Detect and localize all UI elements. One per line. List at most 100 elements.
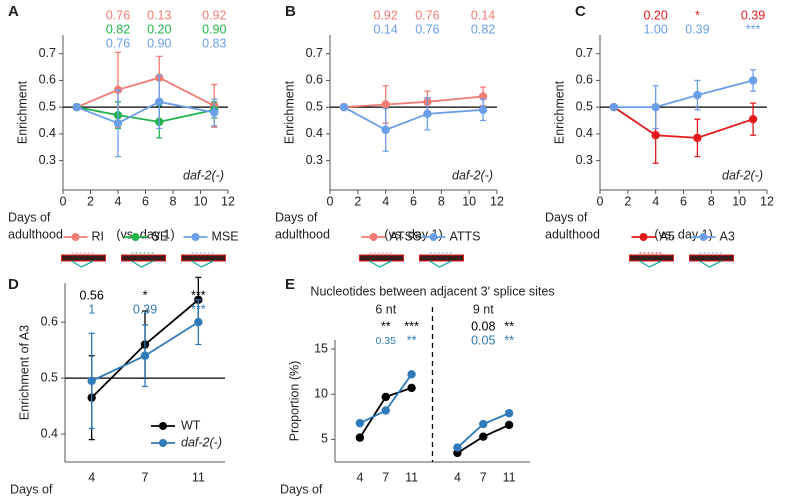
series-line	[76, 100, 215, 125]
splice-icon	[359, 254, 404, 262]
p-value-label: 0.39	[685, 22, 709, 36]
x-tick-label: 12	[760, 194, 774, 208]
splice-icon	[191, 260, 214, 268]
legend-label: MSE	[212, 229, 239, 243]
p-value-label: 0.56	[79, 288, 103, 302]
x-tick-label: 6	[680, 194, 687, 208]
p-value-label: 0.76	[415, 8, 439, 22]
legend-marker	[191, 233, 200, 241]
x-axis-label: adulthood	[275, 227, 330, 241]
x-tick-label: 6	[410, 194, 417, 208]
panel-label: B	[285, 3, 296, 20]
x-tick-label: 10	[194, 194, 208, 208]
data-point	[504, 409, 514, 418]
p-value-label: *	[143, 288, 148, 302]
x-axis-label: Days of	[545, 210, 588, 224]
p-value-label: 0.82	[471, 22, 495, 36]
x-tick-label: 11	[192, 470, 205, 484]
series-line	[613, 79, 754, 109]
y-tick-label: 0.5	[39, 99, 56, 113]
data-point	[113, 118, 123, 128]
y-axis-label: Enrichment	[15, 80, 29, 144]
p-value-label: 0.14	[471, 8, 495, 22]
p-value-label: **	[381, 319, 391, 333]
x-tick-label: 4	[652, 194, 659, 208]
p-value-label: 0.39	[133, 302, 157, 316]
p-value-label: 0.76	[415, 22, 439, 36]
y-tick-label: 0.6	[39, 73, 56, 87]
series-line	[76, 76, 215, 108]
splice-icon	[369, 260, 392, 268]
y-tick-label: 0.5	[41, 370, 58, 384]
panel-label: A	[8, 3, 19, 20]
data-point	[140, 351, 150, 360]
y-tick-label: 0.6	[41, 314, 58, 328]
p-value-label: 0.83	[202, 36, 226, 50]
x-tick-label: 6	[142, 194, 149, 208]
legend-label: ATTS	[450, 229, 481, 243]
y-tick-label: 0.7	[39, 46, 56, 60]
y-axis-label: Enrichment	[282, 80, 296, 144]
data-point	[651, 102, 660, 112]
y-tick-label: 0.4	[306, 126, 323, 140]
y-tick-label: 15	[314, 341, 328, 355]
data-point	[504, 420, 514, 430]
y-axis-label: Enrichment of A3	[17, 325, 31, 420]
x-axis-label: Days of	[280, 482, 323, 496]
p-value-label: 0.76	[106, 36, 130, 50]
data-point	[339, 102, 349, 112]
y-tick-label: 0.7	[306, 46, 323, 60]
data-point	[479, 432, 488, 441]
p-value-label: 0.92	[202, 8, 226, 22]
data-point	[407, 370, 416, 379]
legend-label: SE	[152, 229, 169, 243]
legend-label: daf-2(-)	[181, 435, 222, 449]
data-point	[381, 125, 390, 135]
y-axis-label: Proportion (%)	[287, 361, 301, 442]
p-value-label: 0.90	[147, 36, 171, 50]
splice-icon	[61, 254, 106, 262]
x-axis-label: Days of	[8, 210, 51, 224]
data-point	[72, 102, 81, 112]
legend-label: A5	[660, 229, 675, 243]
x-tick-label: 12	[221, 194, 235, 208]
series-line	[343, 95, 484, 109]
splice-icon	[689, 254, 734, 262]
splice-icon	[131, 260, 154, 268]
group-label: 6 nt	[375, 302, 396, 316]
panel-label: D	[8, 276, 19, 293]
y-tick-label: 0.6	[576, 73, 593, 87]
p-value-label: **	[504, 319, 514, 333]
data-point	[87, 376, 96, 386]
annotation: daf-2(-)	[183, 168, 224, 182]
x-tick-label: 10	[462, 194, 476, 208]
x-tick-label: 4	[356, 470, 363, 484]
data-point	[748, 76, 758, 85]
y-tick-label: 0.7	[576, 46, 593, 60]
p-value-label: 0.39	[741, 8, 765, 22]
x-tick-label: 11	[405, 470, 418, 484]
x-tick-label: 8	[708, 194, 715, 208]
legend-marker	[369, 233, 378, 241]
data-point	[479, 419, 488, 429]
data-point	[355, 433, 365, 442]
data-point	[423, 109, 432, 119]
splice-icon	[699, 260, 722, 268]
p-value-label: 0.20	[643, 8, 667, 22]
x-tick-label: 11	[503, 470, 516, 484]
legend-label: A3	[720, 229, 735, 243]
splice-icon	[121, 254, 166, 262]
splice-icon	[629, 254, 674, 262]
x-tick-label: 2	[354, 194, 361, 208]
y-tick-label: 0.4	[41, 426, 58, 440]
data-point	[381, 100, 390, 109]
group-label: 9 nt	[473, 302, 494, 316]
p-value-label: **	[407, 333, 417, 347]
data-point	[194, 317, 203, 327]
x-axis-label: adulthood	[545, 227, 600, 241]
data-point	[748, 114, 758, 124]
data-point	[355, 418, 365, 428]
legend-marker	[699, 233, 708, 241]
x-tick-label: 2	[87, 194, 94, 208]
series-line	[613, 106, 754, 139]
